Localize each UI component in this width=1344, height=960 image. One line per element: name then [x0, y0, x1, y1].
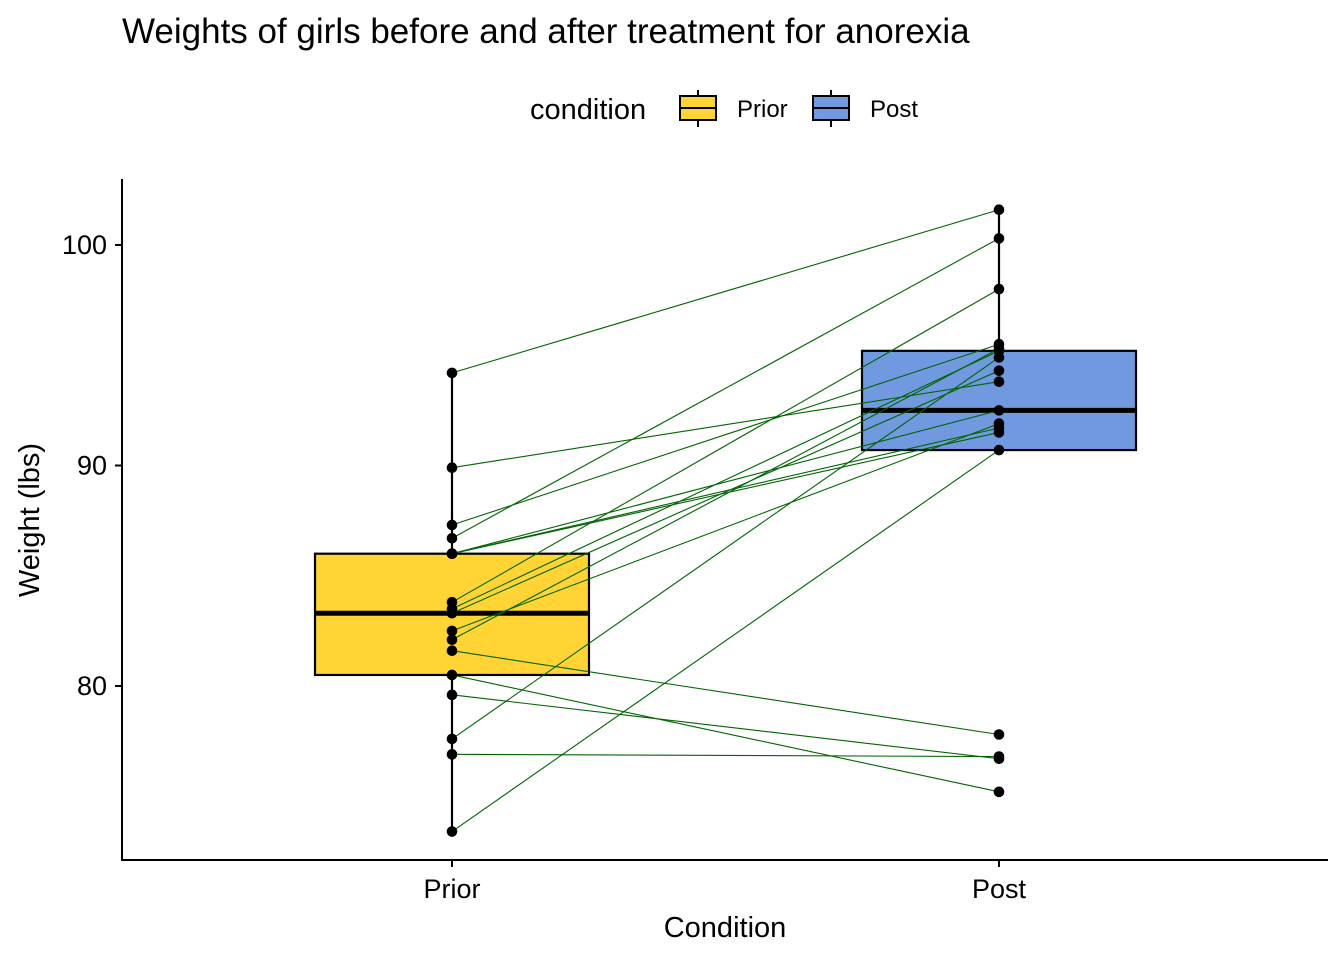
y-tick-label: 100 — [62, 230, 107, 260]
point-prior — [446, 548, 458, 559]
pair-line — [451, 343, 1000, 526]
point-prior — [446, 532, 458, 544]
point-prior — [446, 749, 458, 760]
point-prior — [446, 669, 458, 681]
pair-line — [451, 370, 1000, 614]
pair-line — [451, 288, 1000, 603]
pair-line — [451, 350, 1000, 610]
y-axis-title: Weight (lbs) — [14, 443, 46, 597]
point-post — [993, 283, 1005, 295]
legend-label: Prior — [737, 96, 788, 123]
point-prior — [446, 733, 458, 745]
pair-line — [451, 449, 1000, 832]
pair-line — [451, 423, 1000, 632]
legend-title: condition — [530, 94, 646, 126]
point-post — [993, 427, 1005, 438]
plot-area — [313, 204, 1138, 837]
point-prior — [446, 634, 458, 645]
point-prior — [446, 826, 458, 837]
point-post — [993, 365, 1005, 376]
x-tick-label: Post — [972, 874, 1027, 904]
pair-line — [451, 348, 1000, 641]
legend-key-post — [812, 90, 850, 127]
pair-line — [451, 431, 1000, 555]
pair-line — [451, 753, 1000, 758]
point-post — [993, 405, 1005, 416]
point-prior — [446, 367, 458, 379]
point-prior — [446, 625, 458, 637]
point-post — [993, 786, 1005, 798]
x-axis-title: Condition — [664, 912, 787, 944]
point-post — [993, 751, 1005, 762]
point-prior — [446, 519, 458, 531]
point-prior — [446, 462, 458, 474]
paired-lines — [451, 209, 1000, 832]
point-prior — [446, 689, 458, 701]
y-tick-label: 80 — [77, 671, 107, 701]
pair-line — [451, 357, 1000, 740]
pair-line — [451, 237, 1000, 539]
point-post — [993, 444, 1005, 456]
chart-title: Weights of girls before and after treatm… — [122, 12, 970, 51]
pair-line — [451, 381, 1000, 469]
point-post — [993, 204, 1005, 216]
legend: condition Prior Post — [530, 90, 918, 127]
pair-line — [451, 427, 1000, 555]
pair-line — [451, 209, 1000, 374]
legend-key-prior — [679, 90, 717, 127]
point-prior — [446, 607, 458, 619]
pair-line — [451, 409, 1000, 555]
pair-line — [451, 674, 1000, 793]
point-post — [993, 376, 1005, 388]
point-post — [993, 233, 1005, 244]
legend-label: Post — [870, 96, 918, 123]
point-post — [993, 729, 1005, 740]
pair-line — [451, 694, 1000, 760]
y-tick-label: 90 — [77, 451, 107, 481]
data-points — [446, 204, 1005, 837]
point-post — [993, 418, 1005, 429]
x-tick-label: Prior — [423, 874, 480, 904]
point-prior — [446, 645, 458, 657]
pair-line — [451, 650, 1000, 736]
point-post — [993, 343, 1005, 354]
point-post — [993, 352, 1005, 363]
